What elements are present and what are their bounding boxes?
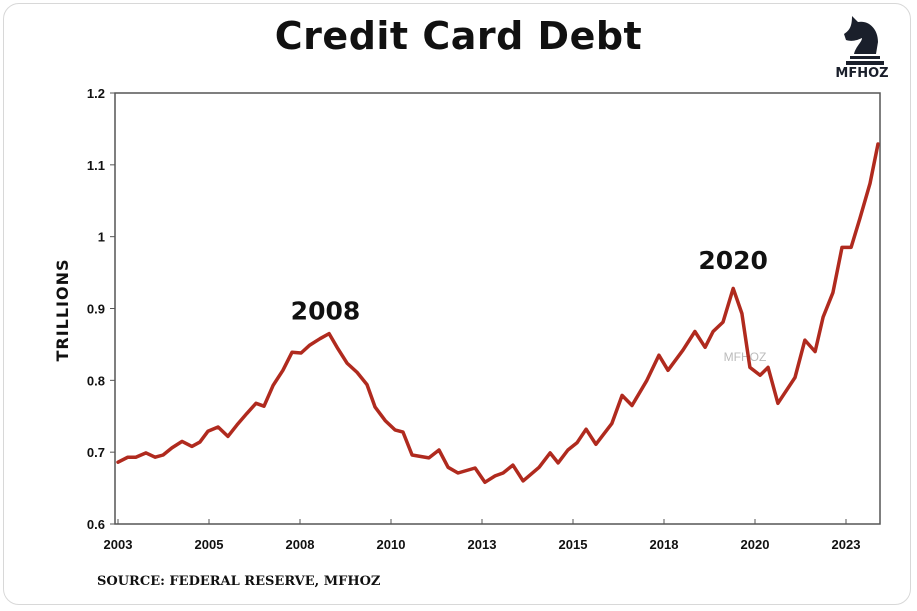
x-tick-label: 2010 — [377, 537, 406, 552]
knight-chess-piece-icon: MFHOZ — [835, 16, 889, 81]
watermark: MFHOZ — [724, 350, 767, 364]
y-tick-label: 0.8 — [87, 373, 105, 388]
x-tick-label: 2003 — [104, 537, 133, 552]
x-tick-label: 2023 — [832, 537, 861, 552]
x-tick-label: 2008 — [286, 537, 315, 552]
y-axis-label: TRILLIONS — [53, 258, 72, 361]
peak-annotation: 2020 — [698, 246, 768, 275]
x-tick-label: 2020 — [741, 537, 770, 552]
x-tick-label: 2005 — [195, 537, 224, 552]
y-tick-label: 0.7 — [87, 445, 105, 460]
y-tick-label: 0.9 — [87, 302, 105, 317]
peak-annotation: 2008 — [291, 296, 361, 325]
plot-frame — [114, 92, 881, 525]
logo-text: MFHOZ — [835, 66, 888, 78]
y-tick-label: 0.6 — [87, 517, 105, 532]
x-tick-label: 2013 — [468, 537, 497, 552]
chart-title: Credit Card Debt — [274, 14, 643, 58]
source-note: SOURCE: FEDERAL RESERVE, MFHOZ — [97, 574, 381, 589]
chart-card — [3, 3, 911, 605]
credit-card-debt-line — [116, 142, 880, 485]
x-tick-label: 2015 — [559, 537, 588, 552]
x-tick-label: 2018 — [650, 537, 679, 552]
y-tick-label: 1.2 — [87, 86, 105, 101]
y-tick-label: 1 — [98, 230, 105, 245]
mfhoz-logo: MFHOZ — [832, 8, 892, 81]
y-tick-label: 1.1 — [87, 158, 105, 173]
